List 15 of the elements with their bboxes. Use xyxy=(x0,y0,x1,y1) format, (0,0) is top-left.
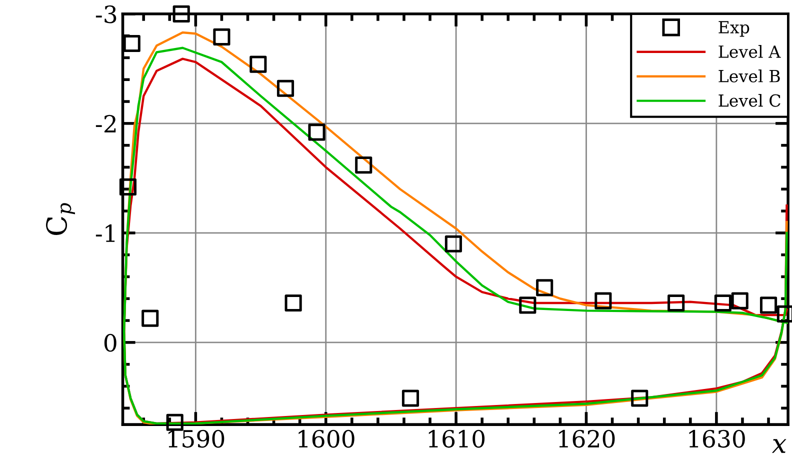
y-tick-label: -3 xyxy=(96,5,116,24)
legend-label: Exp xyxy=(718,21,750,37)
x-tick-label: 1600 xyxy=(298,430,354,448)
x-tick-label: 1610 xyxy=(428,430,485,448)
x-axis-title: x xyxy=(772,439,786,453)
y-tick-label: -2 xyxy=(96,114,116,132)
y-axis-title: C$_{p}$ xyxy=(46,203,75,236)
x-tick-label: 1630 xyxy=(689,430,745,448)
y-tick-label: 0 xyxy=(104,334,116,352)
x-tick-label: 1620 xyxy=(559,430,615,448)
legend-label: Level A xyxy=(718,45,781,58)
y-tick-label: -1 xyxy=(96,224,115,242)
legend-label: Level C xyxy=(718,94,780,107)
legend-label: Level B xyxy=(718,70,780,82)
x-tick-label: 1590 xyxy=(168,430,224,448)
